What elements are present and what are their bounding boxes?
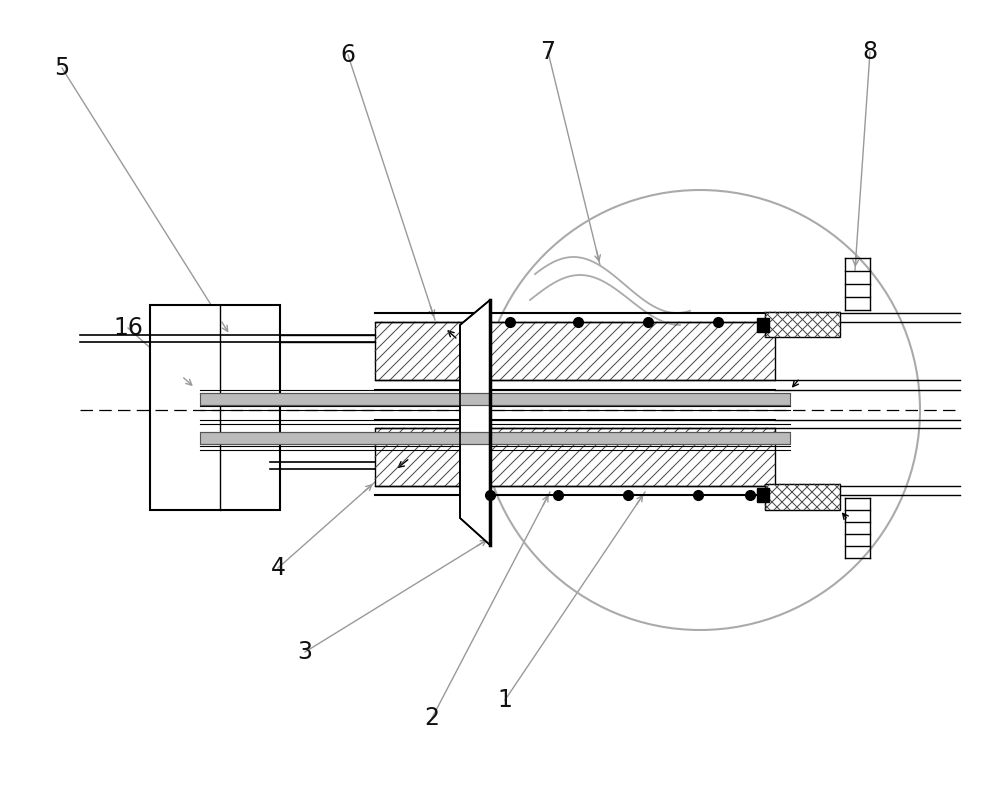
Text: 2: 2 [424,706,440,730]
Bar [757,488,769,502]
Text: 6: 6 [340,43,356,67]
Bar [765,312,840,337]
Bar [765,484,840,510]
Text: 5: 5 [54,56,70,80]
Bar [200,432,790,444]
Bar [375,428,775,486]
Text: 7: 7 [540,40,556,64]
Text: 1: 1 [498,688,512,712]
Text: 8: 8 [862,40,878,64]
Polygon shape [460,300,490,545]
Bar [757,318,769,332]
Bar [200,393,790,405]
Bar [375,322,775,380]
Text: 16: 16 [113,316,143,340]
Text: 3: 3 [298,640,312,664]
Text: 4: 4 [270,556,286,580]
Bar [150,305,280,510]
